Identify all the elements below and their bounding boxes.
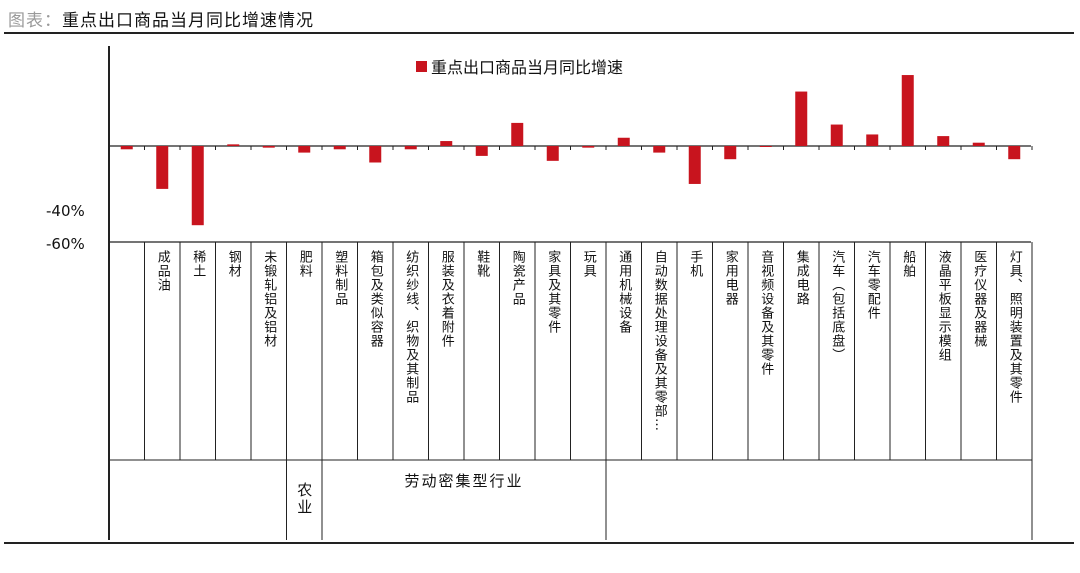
bar-21 xyxy=(866,134,879,146)
bar-4 xyxy=(262,146,275,148)
category-label-2: 稀土 xyxy=(190,250,206,278)
bar-14 xyxy=(617,137,630,146)
bar-9 xyxy=(440,141,453,146)
bar-24 xyxy=(972,142,985,146)
bar-11 xyxy=(511,122,524,146)
category-label-13: 玩具 xyxy=(581,250,597,278)
y-tick-label-1: -40% xyxy=(46,202,85,220)
bar-5 xyxy=(298,146,311,153)
bottom-rule xyxy=(4,542,1074,544)
category-labels-layer: 成品油 稀土 钢材 未锻轧铝及铝材 肥料 塑料制品 箱包及类似容器 纺织纱线、织物及其制品 服装… xyxy=(144,242,1033,460)
category-label-14: 通用机械设备 xyxy=(616,250,632,334)
bar-13 xyxy=(582,146,595,148)
category-label-22: 船舶 xyxy=(900,250,916,278)
category-label-6: 塑料制品 xyxy=(332,250,348,306)
bar-15 xyxy=(653,146,666,153)
category-label-9: 服装及衣着附件 xyxy=(439,250,455,348)
bar-17 xyxy=(724,146,737,160)
category-label-12: 家具及其零件 xyxy=(545,249,561,334)
category-label-10: 鞋靴 xyxy=(474,249,490,278)
chart-title: 图表：重点出口商品当月同比增速情况 xyxy=(8,6,314,31)
bar-1 xyxy=(156,146,169,189)
category-label-7: 箱包及类似容器 xyxy=(368,249,384,348)
bar-0 xyxy=(120,146,133,150)
category-label-8: 纺织纱线、织物及其制品 xyxy=(403,250,419,404)
category-label-1: 成品油 xyxy=(155,250,171,292)
bar-10 xyxy=(475,146,488,156)
category-label-20: 汽车（包括底盘） xyxy=(829,250,845,362)
bar-3 xyxy=(227,144,240,146)
bar-16 xyxy=(688,146,701,184)
bar-8 xyxy=(404,146,417,150)
category-label-24: 医疗仪器及器械 xyxy=(971,250,987,348)
title-text: 重点出口商品当月同比增速情况 xyxy=(62,11,314,31)
title-prefix: 图表： xyxy=(8,11,62,31)
category-label-3: 钢材 xyxy=(226,250,242,278)
category-label-19: 集成电路 xyxy=(794,249,810,306)
category-label-17: 家用电器 xyxy=(723,249,739,306)
category-label-21: 汽车零配件 xyxy=(865,250,881,320)
y-tick-label-2: -60% xyxy=(46,235,85,253)
category-label-23: 液晶平板显示模组 xyxy=(936,250,952,362)
category-label-16: 手机 xyxy=(687,250,703,278)
groups-layer: 农业 劳动密集型行业 xyxy=(109,459,1033,540)
bar-25 xyxy=(1008,146,1021,160)
bar-12 xyxy=(546,146,559,161)
group-label-1: 农业 xyxy=(295,482,313,516)
bar-6 xyxy=(333,146,346,150)
group-label-2: 劳动密集型行业 xyxy=(404,472,523,490)
category-label-4: 未锻轧铝及铝材 xyxy=(261,250,277,348)
bar-19 xyxy=(795,91,808,146)
bar-22 xyxy=(901,75,914,146)
bar-18 xyxy=(759,146,772,147)
category-label-15: 自动数据处理设备及其零部… xyxy=(652,250,668,432)
bars-layer xyxy=(108,75,1033,226)
category-label-18: 音视频设备及其零件 xyxy=(758,249,774,376)
bar-7 xyxy=(369,146,382,163)
category-label-5: 肥料 xyxy=(297,250,313,278)
bar-2 xyxy=(191,146,204,226)
category-label-11: 陶瓷产品 xyxy=(510,249,526,306)
bar-23 xyxy=(937,136,950,146)
legend-label: 重点出口商品当月同比增速 xyxy=(431,58,623,77)
legend-swatch xyxy=(416,61,427,72)
category-label-25: 灯具、照明装置及其零件 xyxy=(1007,250,1023,404)
top-rule xyxy=(4,32,1074,34)
bar-20 xyxy=(830,124,843,146)
